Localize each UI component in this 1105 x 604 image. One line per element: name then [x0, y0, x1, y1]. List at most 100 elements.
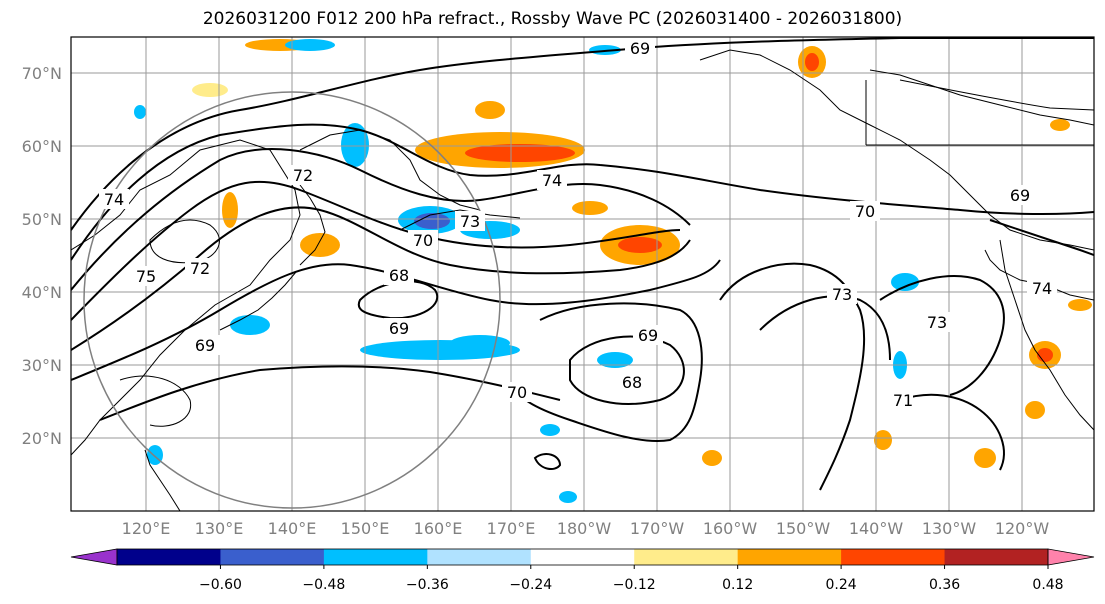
- colorbar-segment: [220, 549, 325, 565]
- colorbar-outline: [116, 548, 1049, 566]
- contour-label: 69: [633, 325, 663, 345]
- colorbar-segment: [323, 549, 428, 565]
- colorbar-segment: [427, 549, 532, 565]
- colorbar-tick-label: 0.48: [1032, 577, 1063, 593]
- svg-text:69: 69: [389, 319, 409, 338]
- positive-anomaly: [1050, 119, 1070, 131]
- lat-label: 30°N: [22, 356, 62, 375]
- positive-anomaly: [874, 430, 892, 450]
- great-circle-outline: [83, 91, 501, 509]
- svg-text:74: 74: [1032, 279, 1052, 298]
- lon-label: 130°W: [922, 519, 977, 538]
- svg-text:75: 75: [136, 267, 156, 286]
- negative-anomaly: [341, 123, 369, 167]
- contour-label: 71: [893, 390, 913, 410]
- svg-text:69: 69: [195, 336, 215, 355]
- colorbar-tick-label: −0.36: [406, 577, 449, 593]
- negative-anomaly: [230, 315, 270, 335]
- lon-label: 140°E: [268, 519, 317, 538]
- positive-anomaly: [465, 144, 575, 162]
- negative-anomaly: [285, 39, 335, 51]
- svg-text:73: 73: [832, 285, 852, 304]
- svg-text:70: 70: [507, 383, 527, 402]
- lat-label: 50°N: [22, 210, 62, 229]
- negative-anomaly: [540, 424, 560, 436]
- colorbar-segment: [634, 549, 739, 565]
- contour-label: 70: [502, 382, 532, 402]
- contour-labels: 69 69 70 74 74 72 70 73 68 69 70 69 68 7…: [99, 38, 1057, 410]
- positive-anomaly: [1068, 299, 1092, 311]
- contour-label: 73: [827, 284, 857, 304]
- contour-label: 69: [384, 318, 414, 338]
- positive-anomaly: [1037, 348, 1053, 362]
- latitude-labels: 70°N 60°N 50°N 40°N 30°N 20°N: [22, 64, 62, 448]
- contour-label: 69: [190, 335, 220, 355]
- positive-anomaly: [192, 83, 228, 97]
- lat-label: 60°N: [22, 137, 62, 156]
- contour-label: 70: [408, 230, 438, 250]
- contour-label: 69: [1005, 185, 1035, 205]
- contour-label: 74: [99, 189, 129, 209]
- lon-label: 170°W: [630, 519, 685, 538]
- colorbar-tick-label: 0.36: [929, 577, 960, 593]
- lon-label: 150°E: [341, 519, 390, 538]
- colorbar-segment: [944, 549, 1049, 565]
- svg-text:69: 69: [630, 39, 650, 58]
- thin-contours: [119, 79, 1094, 427]
- colorbar-tick-label: −0.60: [199, 577, 242, 593]
- lon-label: 150°W: [776, 519, 831, 538]
- contour-label: 73: [922, 312, 952, 332]
- svg-text:68: 68: [389, 266, 409, 285]
- contour-label: 73: [455, 211, 485, 231]
- svg-text:69: 69: [638, 326, 658, 345]
- lat-label: 40°N: [22, 283, 62, 302]
- lon-label: 120°W: [995, 519, 1050, 538]
- svg-text:74: 74: [542, 171, 562, 190]
- colorbar-extension-low: [70, 548, 118, 566]
- positive-anomaly: [1025, 401, 1045, 419]
- negative-anomaly: [450, 335, 510, 351]
- colorbar: −0.60 −0.48 −0.36 −0.24 −0.12 0.12 0.24 0.36 0.4…: [70, 548, 1095, 593]
- svg-text:73: 73: [460, 212, 480, 231]
- colorbar-tick-label: −0.12: [613, 577, 656, 593]
- positive-anomaly: [702, 450, 722, 466]
- contour-label: 70: [850, 201, 880, 221]
- svg-text:70: 70: [413, 231, 433, 250]
- lon-label: 170°E: [487, 519, 536, 538]
- positive-anomaly: [222, 192, 238, 228]
- contour-label: 74: [537, 170, 567, 190]
- colorbar-segment: [737, 549, 842, 565]
- colorbar-tick-label: −0.48: [302, 577, 345, 593]
- longitude-labels: 120°E 130°E 140°E 150°E 160°E 170°E 180°…: [122, 519, 1050, 538]
- lon-label: 160°W: [703, 519, 758, 538]
- positive-anomaly: [805, 53, 819, 71]
- contour-label: 68: [384, 265, 414, 285]
- contour-label: 74: [1027, 278, 1057, 298]
- colorbar-segment: [530, 549, 635, 565]
- colorbar-tick-label: 0.24: [826, 577, 857, 593]
- svg-text:70: 70: [855, 202, 875, 221]
- negative-anomaly: [559, 491, 577, 503]
- positive-anomaly: [974, 448, 996, 468]
- svg-text:69: 69: [1010, 186, 1030, 205]
- svg-text:72: 72: [190, 259, 210, 278]
- svg-text:68: 68: [622, 373, 642, 392]
- negative-anomaly: [597, 352, 633, 368]
- lon-label: 140°W: [849, 519, 904, 538]
- positive-anomaly: [300, 233, 340, 257]
- colorbar-tick-label: 0.12: [722, 577, 753, 593]
- svg-text:73: 73: [927, 313, 947, 332]
- lat-label: 70°N: [22, 64, 62, 83]
- colorbar-segment: [117, 549, 221, 565]
- figure-title: 2026031200 F012 200 hPa refract., Rossby…: [202, 9, 903, 29]
- svg-text:72: 72: [293, 166, 313, 185]
- lon-label: 120°E: [122, 519, 171, 538]
- negative-anomaly: [891, 273, 919, 291]
- contour-label: 72: [185, 258, 215, 278]
- negative-anomaly: [134, 105, 146, 119]
- positive-anomaly: [475, 101, 505, 119]
- map-area: [71, 37, 1094, 511]
- positive-anomaly: [618, 237, 662, 253]
- svg-text:74: 74: [104, 190, 124, 209]
